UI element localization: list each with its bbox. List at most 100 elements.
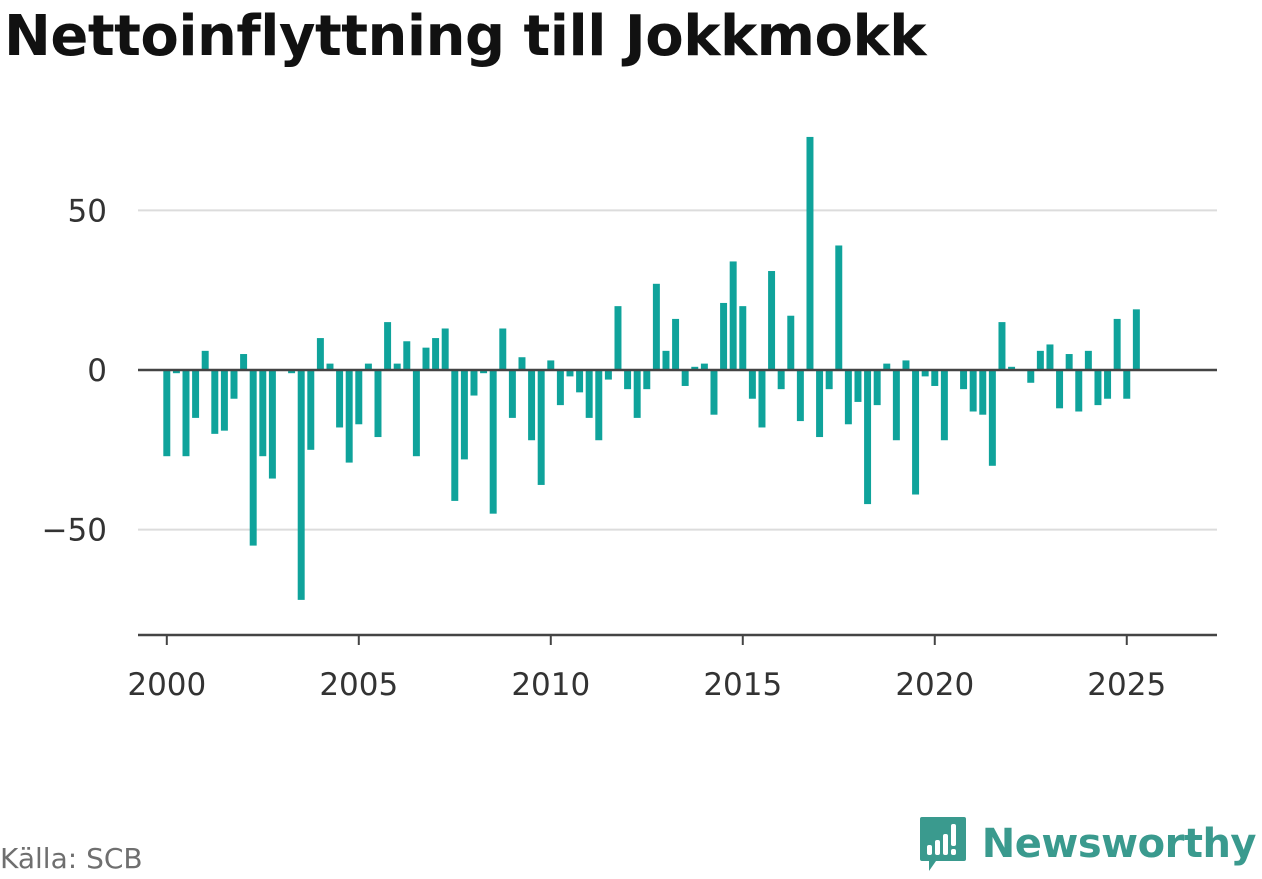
bar xyxy=(1132,309,1140,370)
bar xyxy=(940,370,948,441)
bar xyxy=(508,370,516,418)
bar xyxy=(748,370,756,399)
bar xyxy=(566,370,574,377)
bar xyxy=(720,302,728,370)
bar xyxy=(854,370,862,402)
bar xyxy=(336,370,344,428)
bar xyxy=(499,328,507,370)
bar xyxy=(316,338,324,370)
bar xyxy=(326,363,334,370)
bar xyxy=(931,370,939,386)
bar xyxy=(1123,370,1131,399)
bar xyxy=(710,370,718,415)
bar xyxy=(806,136,814,370)
brand-logo[interactable]: Newsworthy xyxy=(918,815,1257,873)
bar xyxy=(172,370,180,374)
bar xyxy=(451,370,459,501)
bar xyxy=(1075,370,1083,412)
bar xyxy=(220,370,228,431)
bar xyxy=(979,370,987,415)
bar xyxy=(297,370,305,600)
bar xyxy=(873,370,881,406)
x-tick-label: 2020 xyxy=(895,667,974,703)
bar xyxy=(364,363,372,370)
bar xyxy=(556,370,564,406)
x-tick-label: 2000 xyxy=(127,667,206,703)
brand-name: Newsworthy xyxy=(981,821,1257,867)
bar xyxy=(518,357,526,370)
bar xyxy=(998,322,1006,370)
bar xyxy=(1094,370,1102,406)
x-tick-label: 2015 xyxy=(703,667,782,703)
bar xyxy=(1084,350,1092,370)
bar xyxy=(672,318,680,370)
bar xyxy=(547,360,555,370)
bar xyxy=(489,370,497,514)
bar xyxy=(345,370,353,463)
bar xyxy=(182,370,190,457)
bar xyxy=(230,370,238,399)
bar xyxy=(700,363,708,370)
bar xyxy=(595,370,603,441)
bar xyxy=(796,370,804,422)
bar xyxy=(259,370,267,457)
bar xyxy=(739,306,747,370)
bar xyxy=(768,271,776,370)
x-tick-label: 2025 xyxy=(1087,667,1166,703)
bar xyxy=(403,341,411,370)
bar xyxy=(374,370,382,438)
bar xyxy=(393,363,401,370)
bar xyxy=(528,370,536,441)
bar xyxy=(1056,370,1064,409)
x-tick-label: 2010 xyxy=(511,667,590,703)
bar xyxy=(163,370,171,457)
bar xyxy=(681,370,689,386)
bar xyxy=(988,370,996,466)
bar xyxy=(624,370,632,390)
chart-title: Nettoinflyttning till Jokkmokk xyxy=(4,4,927,69)
bar xyxy=(691,366,699,370)
bar xyxy=(844,370,852,425)
bar xyxy=(480,370,488,374)
bar xyxy=(1027,370,1035,383)
bar xyxy=(537,370,545,485)
bar xyxy=(211,370,219,434)
bar xyxy=(960,370,968,390)
axes: 50 0 −50 2000 2005 2010 2015 2020 2025 xyxy=(42,193,1217,703)
bar xyxy=(192,370,200,418)
bar xyxy=(816,370,824,438)
bar xyxy=(787,315,795,370)
bar xyxy=(758,370,766,428)
bar xyxy=(729,261,737,370)
bar xyxy=(921,370,929,377)
source-label: Källa: SCB xyxy=(0,842,143,875)
x-tick-label: 2005 xyxy=(319,667,398,703)
bar xyxy=(912,370,920,495)
bar xyxy=(835,245,843,370)
bar xyxy=(969,370,977,412)
bar xyxy=(652,283,660,370)
bar xyxy=(864,370,872,505)
bar xyxy=(1065,354,1073,370)
bar xyxy=(355,370,363,425)
bar xyxy=(1104,370,1112,399)
bar xyxy=(633,370,641,418)
bar xyxy=(662,350,670,370)
bar xyxy=(441,328,449,370)
bar xyxy=(1008,366,1016,370)
bar xyxy=(268,370,276,479)
bar xyxy=(240,354,248,370)
bar xyxy=(777,370,785,390)
y-tick-label: −50 xyxy=(42,513,107,549)
bar xyxy=(307,370,315,450)
bar xyxy=(576,370,584,393)
bar xyxy=(422,347,430,370)
bar xyxy=(384,322,392,370)
newsworthy-logo-icon xyxy=(919,817,966,871)
bar xyxy=(249,370,257,546)
y-tick-label: 50 xyxy=(68,193,107,229)
bar xyxy=(432,338,440,370)
bar xyxy=(902,360,910,370)
bar xyxy=(825,370,833,390)
